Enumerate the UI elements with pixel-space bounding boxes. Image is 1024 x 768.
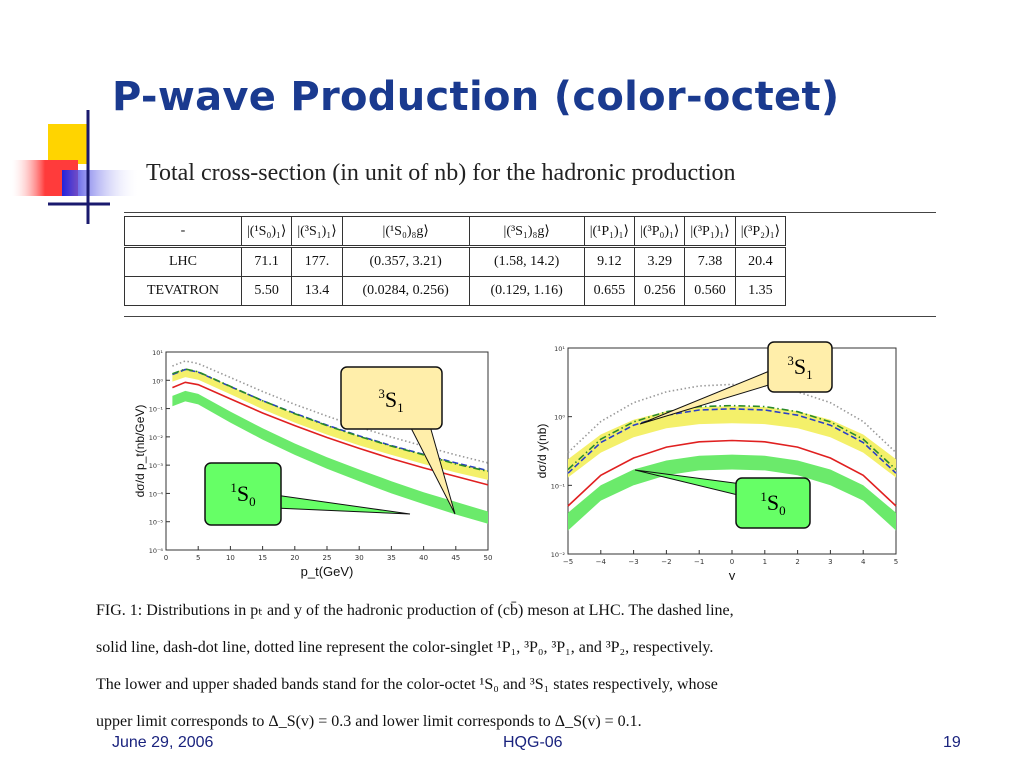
x-tick-label: 10 — [226, 554, 235, 562]
table-top-rule — [124, 212, 936, 213]
table-cell: 1.35 — [734, 276, 787, 306]
table-cell: 20.4 — [734, 246, 787, 277]
callout-pointer — [639, 369, 773, 425]
table-cell: (0.0284, 0.256) — [341, 276, 470, 306]
x-tick-label: 40 — [419, 554, 428, 562]
y-axis-label: dσ/d p_t(nb/GeV) — [133, 405, 147, 498]
footer-event: HQG-06 — [503, 734, 563, 751]
y-tick-label: 10⁻⁴ — [149, 490, 164, 498]
cross-section-table: - |(¹S₀)₁⟩ |(³S₁)₁⟩ |(¹S₀)₈g⟩ |(³S₁)₈g⟩ … — [124, 216, 787, 306]
x-tick-label: −3 — [628, 558, 638, 566]
y-tick-label: 10¹ — [554, 345, 565, 353]
table-header-row: - |(¹S₀)₁⟩ |(³S₁)₁⟩ |(¹S₀)₈g⟩ |(³S₁)₈g⟩ … — [124, 216, 787, 248]
caption-line: upper limit corresponds to Δ_S(v) = 0.3 … — [96, 713, 642, 730]
series-solid — [567, 439, 897, 507]
y-axis-label: dσ/d y(nb) — [535, 424, 549, 479]
callout-label-1s0-left: 1S0 — [230, 480, 255, 509]
y-tick-label: 10⁻² — [551, 551, 566, 559]
x-tick-label: 0 — [730, 558, 734, 566]
footer-date: June 29, 2006 — [112, 734, 214, 751]
y-tick-label: 10¹ — [152, 349, 163, 357]
x-tick-label: −1 — [694, 558, 704, 566]
y-tick-label: 10⁻¹ — [551, 482, 566, 490]
table-cell: 5.50 — [240, 276, 293, 306]
y-tick-label: 10⁻² — [149, 434, 164, 442]
x-tick-label: 5 — [894, 558, 898, 566]
x-tick-label: 45 — [451, 554, 460, 562]
plot-frame — [567, 347, 897, 555]
caption-line: The lower and upper shaded bands stand f… — [96, 676, 718, 693]
x-tick-label: 30 — [355, 554, 364, 562]
table-caption: Total cross-section (in unit of nb) for … — [146, 160, 736, 186]
y-tick-label: 10⁰ — [554, 414, 565, 422]
y-tick-label: 10⁰ — [152, 377, 163, 385]
table-header-cell: |(³P₁)₁⟩ — [684, 216, 736, 248]
caption-line: FIG. 1: Distributions in pₜ and y of the… — [96, 602, 734, 619]
caption-line: solid line, dash-dot line, dotted line r… — [96, 639, 714, 656]
callout-label-3s1-right: 3S1 — [787, 353, 812, 382]
x-tick-label: 1 — [763, 558, 767, 566]
x-tick-label: 15 — [258, 554, 267, 562]
table-header-cell: |(³P₀)₁⟩ — [634, 216, 686, 248]
y-tick-label: 10⁻¹ — [149, 406, 164, 414]
series-dashdot — [172, 368, 489, 473]
slide-logo-decoration — [12, 110, 138, 224]
x-axis-label: p_t(GeV) — [301, 564, 354, 579]
callout-box-3s1-left — [340, 366, 443, 430]
table-header-cell: |(¹P₁)₁⟩ — [583, 216, 636, 248]
x-axis-label: y — [729, 568, 736, 580]
callout-box-3s1-right — [767, 341, 833, 393]
x-tick-label: 20 — [290, 554, 299, 562]
series-band_3S1 — [568, 406, 896, 478]
table-cell: 13.4 — [291, 276, 343, 306]
table-bottom-rule — [124, 316, 936, 317]
x-tick-label: −5 — [563, 558, 573, 566]
x-tick-label: 35 — [387, 554, 396, 562]
series-solid — [172, 381, 489, 486]
x-tick-label: 5 — [196, 554, 200, 562]
x-tick-label: −4 — [596, 558, 607, 566]
figure-caption: FIG. 1: Distributions in pₜ and y of the… — [96, 600, 966, 748]
callout-box-1s0-left — [204, 462, 282, 526]
y-tick-label: 10⁻⁵ — [149, 519, 164, 527]
series-band_1S0 — [172, 390, 488, 524]
callout-label-3s1-left: 3S1 — [378, 386, 403, 415]
x-tick-label: 4 — [861, 558, 866, 566]
x-tick-label: 0 — [164, 554, 168, 562]
y-tick-label: 10⁻⁶ — [149, 547, 164, 555]
table-header-cell: - — [124, 216, 242, 248]
series-dashed — [567, 407, 897, 474]
x-tick-label: −2 — [661, 558, 671, 566]
x-tick-label: 3 — [828, 558, 832, 566]
callout-pointer — [274, 494, 411, 515]
table-cell: TEVATRON — [124, 276, 242, 306]
table-row-tevatron: TEVATRON 5.50 13.4 (0.0284, 0.256) (0.12… — [124, 276, 787, 306]
table-header-cell: |(³P₂)₁⟩ — [734, 216, 787, 248]
x-tick-label: 50 — [484, 554, 493, 562]
callout-label-1s0-right: 1S0 — [760, 489, 785, 518]
x-tick-label: 25 — [323, 554, 332, 562]
table-header-cell: |(¹S₀)₁⟩ — [240, 216, 293, 248]
footer-page-number: 19 — [943, 734, 961, 751]
x-tick-label: 2 — [795, 558, 799, 566]
y-tick-label: 10⁻³ — [149, 462, 164, 470]
table-header-cell: |(³S₁)₈g⟩ — [468, 216, 585, 248]
table-cell: 7.38 — [684, 246, 736, 277]
table-cell: 0.560 — [684, 276, 736, 306]
table-header-cell: |(¹S₀)₈g⟩ — [341, 216, 470, 248]
series-dashdot — [567, 404, 897, 471]
table-cell: 3.29 — [634, 246, 686, 277]
table-cell: LHC — [124, 246, 242, 277]
y-distribution-chart: −5 −4 −3 −2 −1 0 1 2 3 4 5 10⁻² 10⁻¹ 10⁰ 10¹ y dσ/d y(nb… — [535, 345, 898, 580]
callout-pointer — [409, 425, 456, 515]
series-dotted — [567, 383, 897, 454]
callout-pointer — [634, 469, 743, 497]
slide-title: P-wave Production (color-octet) — [112, 74, 840, 120]
table-header-cell: |(³S₁)₁⟩ — [291, 216, 343, 248]
callout-box-1s0-right — [735, 477, 811, 529]
table-cell: 0.256 — [634, 276, 686, 306]
